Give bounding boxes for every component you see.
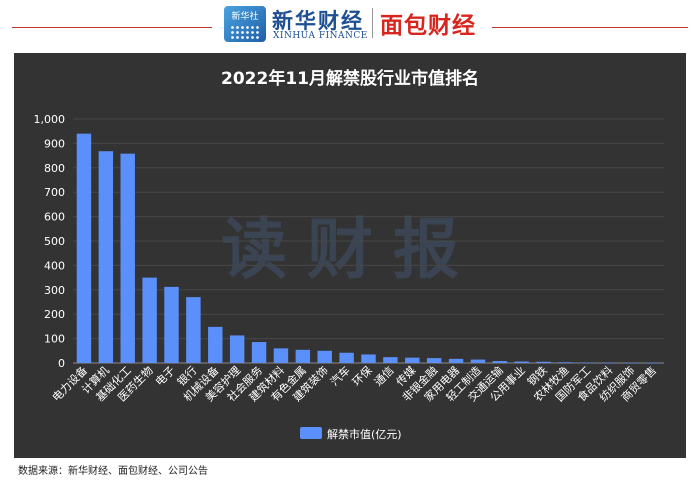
bar bbox=[405, 357, 420, 363]
x-tick-label: 环保 bbox=[349, 363, 374, 388]
bar bbox=[208, 326, 223, 363]
x-tick-label: 电子 bbox=[153, 364, 178, 389]
legend-swatch bbox=[300, 427, 322, 439]
y-tick-label: 400 bbox=[44, 259, 65, 272]
y-tick-label: 500 bbox=[44, 235, 65, 248]
y-tick-label: 800 bbox=[44, 162, 65, 175]
watermark: 读财报 bbox=[221, 211, 479, 288]
bar bbox=[251, 342, 267, 363]
bar bbox=[164, 286, 179, 363]
xinhua-logo-icon: 新华社 bbox=[224, 6, 266, 42]
y-tick-label: 900 bbox=[44, 137, 65, 150]
y-tick-label: 100 bbox=[44, 333, 65, 346]
bar bbox=[295, 349, 311, 363]
bar bbox=[76, 133, 92, 363]
xinhua-finance-name: 新华财经 bbox=[272, 8, 364, 33]
x-tick-label: 汽车 bbox=[327, 363, 352, 388]
bar bbox=[317, 350, 332, 363]
y-tick-label: 200 bbox=[44, 308, 65, 321]
bar bbox=[602, 362, 617, 364]
logo-divider bbox=[372, 8, 373, 38]
x-tick-label: 通信 bbox=[372, 364, 397, 389]
bar bbox=[426, 358, 442, 363]
bar bbox=[623, 362, 639, 364]
bar bbox=[186, 297, 201, 363]
header-rule-left bbox=[12, 27, 212, 28]
data-source-note: 数据来源：新华财经、面包财经、公司公告 bbox=[18, 466, 208, 477]
bar bbox=[229, 335, 245, 363]
bar bbox=[98, 151, 114, 363]
bar bbox=[492, 361, 508, 363]
bar bbox=[142, 277, 157, 363]
bar bbox=[558, 362, 573, 363]
bar bbox=[514, 361, 529, 363]
bar bbox=[339, 352, 354, 363]
xinhua-logo-text: 新华社 bbox=[231, 12, 259, 22]
bar bbox=[645, 362, 661, 364]
y-tick-label: 300 bbox=[44, 284, 65, 297]
bar bbox=[536, 361, 551, 363]
xinhua-finance-english: XINHUA FINANCE bbox=[273, 31, 368, 41]
y-tick-label: 1,000 bbox=[34, 113, 66, 126]
bar bbox=[383, 357, 398, 363]
chart-title: 2022年11月解禁股行业市值排名 bbox=[221, 69, 479, 89]
bar bbox=[361, 354, 376, 363]
legend-label: 解禁市值(亿元) bbox=[327, 428, 402, 441]
header-rule-right bbox=[492, 27, 688, 28]
y-tick-label: 700 bbox=[44, 186, 65, 199]
globe-dots-icon bbox=[230, 25, 260, 39]
y-tick-label: 600 bbox=[44, 211, 65, 224]
bar bbox=[580, 362, 595, 364]
bar bbox=[273, 348, 289, 363]
bar bbox=[448, 358, 464, 363]
mianbao-finance-logo: 面包财经 bbox=[380, 13, 476, 39]
bar bbox=[470, 359, 486, 363]
header: 新华社 新华财经 XINHUA FINANCE 面包财经 bbox=[0, 0, 700, 46]
y-tick-label: 0 bbox=[58, 357, 65, 370]
bar bbox=[120, 153, 135, 363]
